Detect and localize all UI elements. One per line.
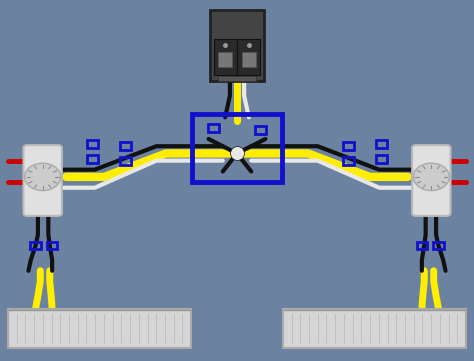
Bar: [47, 242, 57, 249]
Bar: [376, 140, 387, 148]
Bar: [120, 142, 131, 150]
Bar: [376, 155, 387, 163]
Bar: [87, 155, 98, 163]
FancyBboxPatch shape: [24, 145, 62, 216]
Circle shape: [413, 163, 449, 191]
FancyBboxPatch shape: [214, 39, 237, 75]
Bar: [208, 124, 219, 132]
Bar: [120, 157, 131, 165]
Bar: [255, 126, 266, 134]
FancyBboxPatch shape: [210, 10, 264, 81]
FancyBboxPatch shape: [242, 52, 256, 67]
FancyBboxPatch shape: [283, 309, 466, 348]
Circle shape: [25, 163, 61, 191]
FancyBboxPatch shape: [237, 39, 260, 75]
FancyBboxPatch shape: [8, 309, 191, 348]
Bar: [417, 242, 427, 249]
Bar: [87, 140, 98, 148]
Bar: [218, 76, 256, 81]
Bar: [343, 142, 354, 150]
Bar: [433, 242, 444, 249]
FancyBboxPatch shape: [218, 52, 232, 67]
Bar: [30, 242, 41, 249]
Bar: [192, 114, 282, 182]
Bar: [343, 157, 354, 165]
FancyBboxPatch shape: [412, 145, 450, 216]
